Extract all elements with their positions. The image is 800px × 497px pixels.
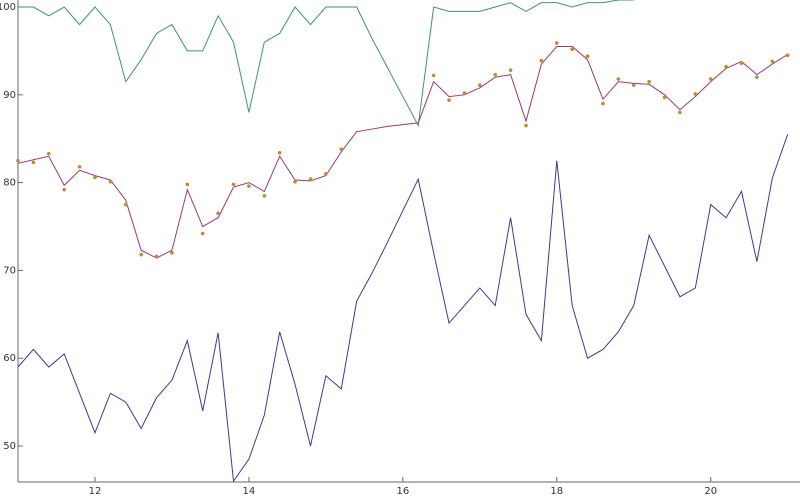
data-point bbox=[293, 179, 297, 184]
data-point bbox=[123, 202, 128, 207]
y-tick-label: 90 bbox=[3, 90, 16, 101]
data-point bbox=[431, 73, 436, 78]
data-point bbox=[524, 123, 528, 128]
data-point bbox=[16, 158, 20, 163]
data-point bbox=[616, 77, 621, 81]
data-point bbox=[647, 79, 651, 84]
data-line bbox=[17, 134, 789, 483]
data-point bbox=[724, 64, 728, 69]
x-tick-label: 12 bbox=[89, 486, 102, 497]
data-point bbox=[693, 92, 698, 96]
data-point bbox=[585, 54, 590, 58]
data-point bbox=[708, 77, 713, 81]
data-point bbox=[170, 251, 174, 255]
data-point bbox=[308, 177, 313, 181]
data-line bbox=[18, 0, 634, 128]
y-tick-label: 50 bbox=[3, 441, 16, 452]
data-point bbox=[755, 75, 759, 80]
data-point bbox=[601, 101, 605, 106]
x-tick-label: 20 bbox=[704, 486, 717, 497]
data-point bbox=[216, 211, 220, 216]
data-point bbox=[339, 147, 344, 152]
data-point bbox=[570, 47, 574, 51]
data-point bbox=[139, 252, 143, 257]
data-point bbox=[247, 184, 251, 188]
x-tick-label: 16 bbox=[396, 486, 409, 497]
data-point bbox=[539, 58, 544, 63]
x-tick-label: 14 bbox=[243, 486, 256, 497]
data-point bbox=[108, 179, 113, 184]
data-point bbox=[478, 83, 482, 87]
data-point bbox=[447, 98, 451, 102]
data-point bbox=[46, 151, 51, 156]
data-line bbox=[17, 46, 788, 259]
y-tick-label: 60 bbox=[3, 353, 16, 364]
data-point bbox=[631, 83, 636, 87]
data-point bbox=[678, 110, 682, 115]
data-point bbox=[93, 175, 97, 180]
data-point bbox=[554, 41, 559, 45]
data-point bbox=[154, 254, 159, 259]
data-point bbox=[508, 68, 513, 73]
y-tick-label: 80 bbox=[3, 178, 16, 189]
data-point bbox=[231, 182, 236, 187]
y-tick-label: 100 bbox=[0, 2, 16, 13]
data-point bbox=[324, 172, 328, 176]
data-point bbox=[770, 59, 775, 64]
data-point bbox=[77, 165, 82, 169]
data-point bbox=[200, 231, 205, 236]
data-point bbox=[185, 182, 190, 187]
data-point bbox=[662, 95, 667, 100]
data-point bbox=[462, 91, 467, 95]
data-point bbox=[31, 160, 36, 165]
data-point bbox=[785, 53, 790, 58]
data-point bbox=[62, 187, 66, 192]
data-point bbox=[277, 150, 282, 155]
y-tick-label: 70 bbox=[3, 265, 16, 276]
data-point bbox=[262, 193, 267, 198]
x-tick-label: 18 bbox=[550, 486, 563, 497]
data-point bbox=[739, 61, 744, 66]
data-point bbox=[493, 72, 498, 77]
